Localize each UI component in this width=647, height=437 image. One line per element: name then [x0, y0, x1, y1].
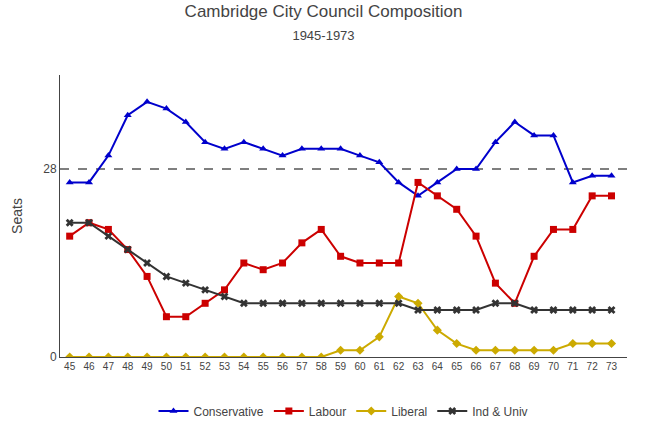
svg-text:56: 56 [277, 361, 289, 372]
svg-text:Ind & Univ: Ind & Univ [472, 405, 527, 419]
svg-text:48: 48 [122, 361, 134, 372]
svg-text:69: 69 [529, 361, 541, 372]
svg-text:73: 73 [606, 361, 618, 372]
svg-text:50: 50 [161, 361, 173, 372]
svg-text:57: 57 [296, 361, 308, 372]
svg-text:51: 51 [180, 361, 192, 372]
svg-text:55: 55 [258, 361, 270, 372]
svg-text:Conservative: Conservative [194, 405, 264, 419]
svg-text:54: 54 [238, 361, 250, 372]
svg-text:61: 61 [374, 361, 386, 372]
svg-text:66: 66 [470, 361, 482, 372]
svg-text:Labour: Labour [309, 405, 346, 419]
svg-text:Seats: Seats [9, 198, 25, 234]
svg-text:59: 59 [335, 361, 347, 372]
svg-text:71: 71 [567, 361, 579, 372]
svg-text:70: 70 [548, 361, 560, 372]
svg-text:28: 28 [43, 162, 57, 176]
svg-text:Cambridge City Council Composi: Cambridge City Council Composition1945-1… [185, 2, 463, 42]
svg-text:Liberal: Liberal [391, 405, 427, 419]
svg-text:62: 62 [393, 361, 405, 372]
svg-text:67: 67 [490, 361, 502, 372]
svg-text:64: 64 [432, 361, 444, 372]
svg-text:53: 53 [219, 361, 231, 372]
svg-text:68: 68 [509, 361, 521, 372]
svg-text:46: 46 [83, 361, 95, 372]
svg-text:49: 49 [142, 361, 154, 372]
svg-text:58: 58 [316, 361, 328, 372]
svg-text:72: 72 [587, 361, 599, 372]
svg-text:45: 45 [64, 361, 76, 372]
svg-text:60: 60 [354, 361, 366, 372]
svg-text:65: 65 [451, 361, 463, 372]
svg-text:47: 47 [103, 361, 115, 372]
svg-text:63: 63 [412, 361, 424, 372]
svg-text:52: 52 [200, 361, 212, 372]
svg-text:0: 0 [50, 350, 57, 364]
